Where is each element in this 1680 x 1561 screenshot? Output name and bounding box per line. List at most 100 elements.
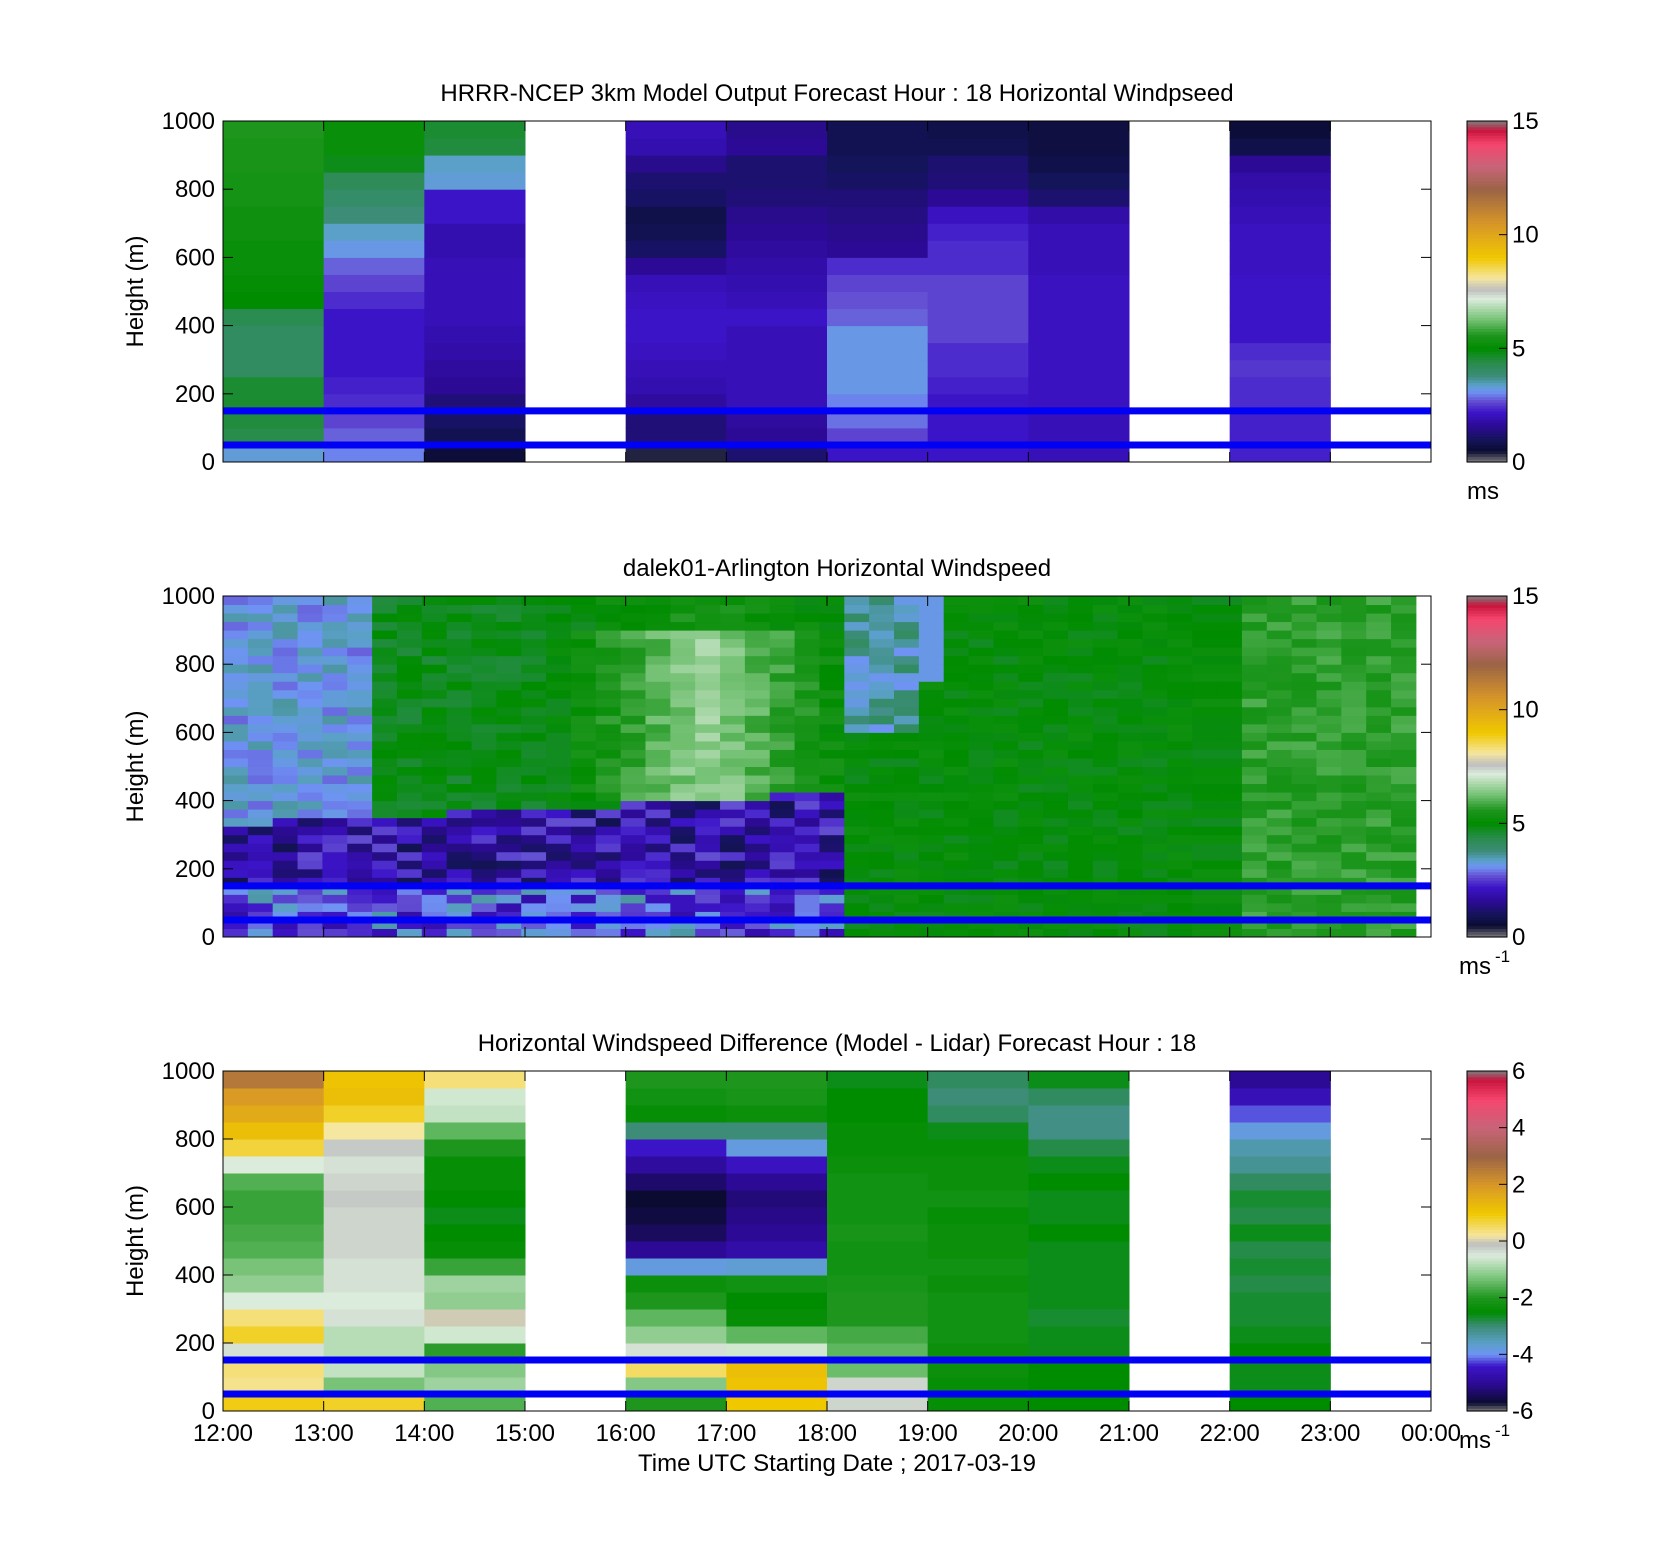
heatmap-cell bbox=[744, 613, 771, 623]
heatmap-cell bbox=[794, 792, 820, 802]
colorbar-segment bbox=[1467, 911, 1507, 915]
heatmap-cell bbox=[869, 834, 895, 844]
heatmap-cell bbox=[223, 613, 249, 623]
heatmap-cells bbox=[223, 596, 1417, 938]
colorbar-segment bbox=[1467, 217, 1507, 222]
heatmap-cell bbox=[595, 902, 622, 912]
heatmap-cell bbox=[521, 885, 547, 895]
heatmap-cell bbox=[421, 766, 448, 776]
colorbar-segment bbox=[1467, 607, 1507, 611]
heatmap-cell bbox=[496, 775, 522, 785]
heatmap-cell bbox=[744, 655, 771, 665]
colorbar-segment bbox=[1467, 268, 1507, 273]
heatmap-cell bbox=[1167, 757, 1193, 767]
heatmap-cell bbox=[372, 732, 398, 742]
heatmap-cell bbox=[645, 749, 671, 759]
heatmap-cell bbox=[223, 359, 325, 378]
heatmap-cell bbox=[223, 809, 249, 819]
heatmap-cell bbox=[993, 596, 1019, 606]
heatmap-cell bbox=[1142, 877, 1168, 887]
heatmap-cell bbox=[372, 638, 398, 648]
colorbar-segment bbox=[1467, 752, 1507, 756]
heatmap-cell bbox=[625, 1275, 727, 1293]
heatmap-cell bbox=[570, 689, 597, 699]
heatmap-cell bbox=[372, 894, 398, 904]
heatmap-cell bbox=[323, 155, 425, 173]
heatmap-cell bbox=[322, 809, 348, 819]
heatmap-cell bbox=[726, 1326, 828, 1344]
heatmap-cell bbox=[1241, 919, 1268, 929]
heatmap-cell bbox=[894, 902, 920, 912]
heatmap-cell bbox=[1391, 783, 1417, 793]
heatmap-cell bbox=[1241, 647, 1268, 657]
heatmap-cell bbox=[546, 604, 572, 614]
heatmap-cell bbox=[1366, 792, 1392, 802]
colorbar-segment bbox=[1467, 228, 1507, 233]
heatmap-cell bbox=[769, 792, 796, 802]
heatmap-cell bbox=[372, 706, 398, 716]
colorbar-segment bbox=[1467, 783, 1507, 787]
heatmap-cell bbox=[827, 1071, 929, 1089]
heatmap-cell bbox=[1092, 843, 1119, 853]
heatmap-cell bbox=[471, 928, 497, 938]
heatmap-cell bbox=[819, 613, 845, 623]
heatmap-cell bbox=[1043, 792, 1069, 802]
heatmap-cell bbox=[1366, 706, 1392, 716]
heatmap-cell bbox=[1366, 757, 1392, 767]
heatmap-cell bbox=[1266, 723, 1293, 733]
heatmap-cell bbox=[595, 809, 622, 819]
heatmap-cell bbox=[471, 783, 497, 793]
heatmap-cell bbox=[894, 613, 920, 623]
heatmap-cell bbox=[1018, 868, 1044, 878]
heatmap-cell bbox=[943, 732, 970, 742]
heatmap-cell bbox=[1241, 698, 1268, 708]
heatmap-cell bbox=[1043, 698, 1069, 708]
heatmap-cell bbox=[471, 775, 497, 785]
heatmap-cell bbox=[1092, 732, 1119, 742]
heatmap-cell bbox=[769, 775, 796, 785]
colorbar-segment bbox=[1467, 169, 1507, 173]
heatmap-cell bbox=[446, 749, 473, 759]
heatmap-cell bbox=[918, 723, 945, 733]
heatmap-cell bbox=[918, 911, 945, 921]
heatmap-cell bbox=[1018, 783, 1044, 793]
heatmap-cell bbox=[894, 757, 920, 767]
heatmap-cell bbox=[695, 655, 721, 665]
heatmap-cell bbox=[347, 672, 373, 682]
colorbar-segment bbox=[1467, 800, 1507, 805]
heatmap-cell bbox=[720, 715, 746, 725]
heatmap-cell bbox=[1043, 843, 1069, 853]
heatmap-cell bbox=[372, 698, 398, 708]
heatmap-cell bbox=[396, 766, 423, 776]
heatmap-cell bbox=[695, 809, 721, 819]
heatmap-cell bbox=[421, 613, 448, 623]
heatmap-cell bbox=[769, 860, 796, 870]
heatmap-cell bbox=[1142, 775, 1168, 785]
heatmap-cell bbox=[421, 885, 448, 895]
heatmap-cell bbox=[844, 723, 870, 733]
heatmap-cell bbox=[247, 681, 274, 691]
heatmap-cell bbox=[1366, 698, 1392, 708]
heatmap-cell bbox=[827, 1156, 929, 1174]
colorbar-segment bbox=[1467, 308, 1507, 312]
colorbar-segment bbox=[1467, 931, 1507, 935]
heatmap-cell bbox=[297, 834, 323, 844]
heatmap-cell bbox=[322, 843, 348, 853]
heatmap-cell bbox=[1366, 911, 1392, 921]
heatmap-cell bbox=[424, 138, 526, 156]
heatmap-cell bbox=[1229, 274, 1331, 292]
heatmap-cell bbox=[546, 664, 572, 674]
heatmap-cell bbox=[1316, 672, 1342, 682]
heatmap-cell bbox=[396, 613, 423, 623]
colorbar-segment bbox=[1467, 675, 1507, 680]
heatmap-cell bbox=[347, 817, 373, 827]
heatmap-cell bbox=[546, 928, 572, 938]
heatmap-cell bbox=[471, 885, 497, 895]
heatmap-cell bbox=[323, 189, 425, 207]
heatmap-cell bbox=[794, 647, 820, 657]
heatmap-cell bbox=[894, 689, 920, 699]
heatmap-cell bbox=[595, 800, 622, 810]
heatmap-cell bbox=[322, 894, 348, 904]
heatmap-cell bbox=[471, 851, 497, 861]
heatmap-cell bbox=[927, 1156, 1029, 1174]
